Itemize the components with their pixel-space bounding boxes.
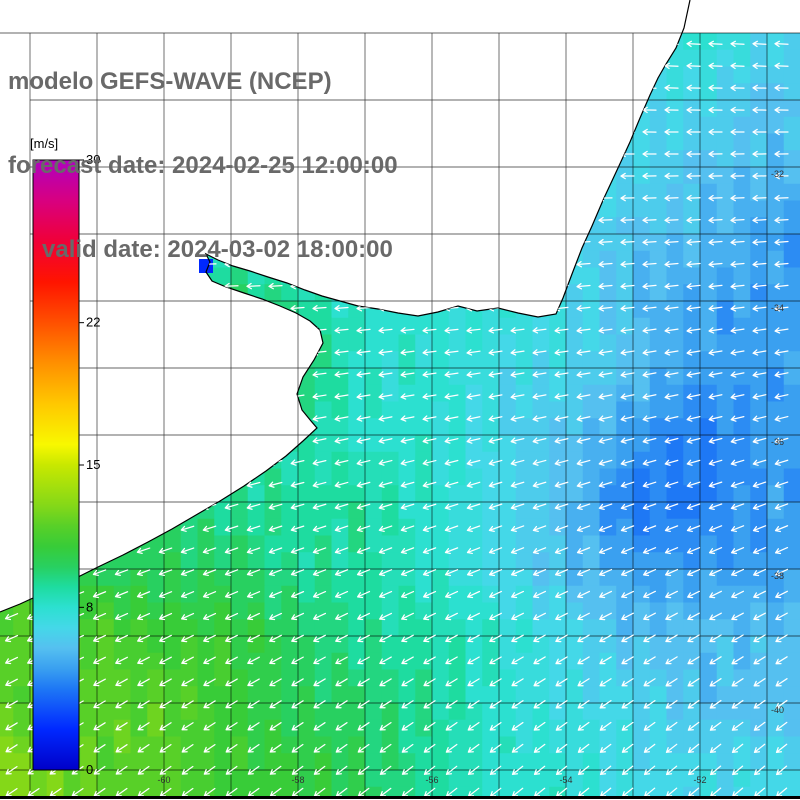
colorbar-tick-label: 15 <box>86 457 100 472</box>
coastline <box>0 0 691 613</box>
lon-tick-label: -52 <box>693 775 706 785</box>
colorbar-tick-label: 8 <box>86 599 93 614</box>
lon-tick-label: -58 <box>291 775 304 785</box>
lat-tick-label: -32 <box>771 169 784 179</box>
colorbar: 30 22 15 8 0 [m/s] <box>30 136 100 777</box>
lat-tick-label: -40 <box>771 705 784 715</box>
lon-tick-label: -60 <box>157 775 170 785</box>
colorbar-tick-label: 22 <box>86 315 100 330</box>
colorbar-unit-label: [m/s] <box>30 136 58 151</box>
forecast-date-line: forecast date: 2024-02-25 12:00:00 <box>8 152 398 179</box>
plot-header: modelo GEFS-WAVE (NCEP) forecast date: 2… <box>8 12 398 320</box>
lon-tick-label: -56 <box>425 775 438 785</box>
colorbar-gradient <box>32 159 80 771</box>
graticule-labels: -60 -58 -56 -54 -52 -32 -34 -36 -38 -40 <box>157 169 784 785</box>
lon-tick-label: -54 <box>559 775 572 785</box>
lat-tick-label: -38 <box>771 571 784 581</box>
valid-date-line: valid date: 2024-03-02 18:00:00 <box>42 236 393 263</box>
colorbar-tick-label: 0 <box>86 762 93 777</box>
lat-tick-label: -34 <box>771 303 784 313</box>
colorbar-tick-label: 30 <box>86 152 100 167</box>
graticule <box>0 32 800 797</box>
lat-tick-label: -36 <box>771 437 784 447</box>
bottom-border <box>0 796 800 799</box>
model-title: modelo GEFS-WAVE (NCEP) <box>8 68 332 95</box>
